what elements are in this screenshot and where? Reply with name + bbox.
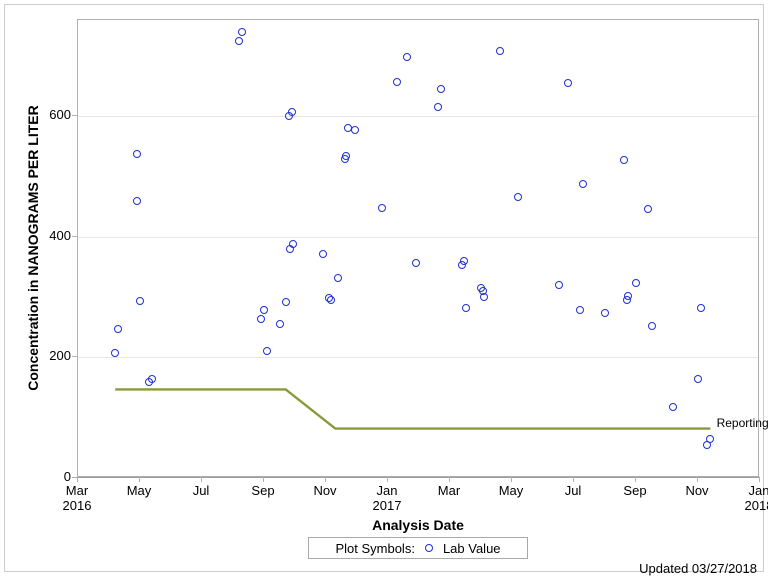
legend-title: Plot Symbols: <box>335 541 414 556</box>
plot-svg-overlay <box>78 20 760 478</box>
x-tick <box>449 477 450 482</box>
lab-value-marker <box>378 204 386 212</box>
lab-value-marker <box>136 297 144 305</box>
x-tick <box>325 477 326 482</box>
lab-value-marker <box>114 325 122 333</box>
chart-frame: Reporting Level Concentration in NANOGRA… <box>4 4 764 572</box>
lab-value-marker <box>434 103 442 111</box>
lab-value-marker <box>238 28 246 36</box>
lab-value-marker <box>514 193 522 201</box>
lab-value-marker <box>632 279 640 287</box>
lab-value-marker <box>327 296 335 304</box>
lab-value-marker <box>260 306 268 314</box>
y-tick-label: 200 <box>33 348 71 363</box>
x-tick-label: Sep <box>610 483 660 498</box>
lab-value-marker <box>576 306 584 314</box>
gridline <box>78 237 758 238</box>
lab-value-marker <box>133 197 141 205</box>
x-tick <box>77 477 78 482</box>
lab-value-marker <box>601 309 609 317</box>
y-tick <box>72 115 77 116</box>
lab-value-marker <box>648 322 656 330</box>
x-tick-label: Nov <box>300 483 350 498</box>
x-tick-label: May <box>114 483 164 498</box>
plot-area: Reporting Level <box>77 19 759 477</box>
y-tick-label: 600 <box>33 107 71 122</box>
x-tick <box>263 477 264 482</box>
lab-value-marker <box>403 53 411 61</box>
x-tick-label: Jan 2017 <box>362 483 412 513</box>
y-tick-label: 400 <box>33 228 71 243</box>
lab-value-marker <box>624 292 632 300</box>
lab-value-marker <box>694 375 702 383</box>
lab-value-marker <box>334 274 342 282</box>
legend: Plot Symbols: Lab Value <box>308 537 528 559</box>
x-tick <box>573 477 574 482</box>
x-tick <box>139 477 140 482</box>
lab-value-marker <box>351 126 359 134</box>
lab-value-marker <box>460 257 468 265</box>
x-tick <box>759 477 760 482</box>
x-tick <box>697 477 698 482</box>
lab-value-marker <box>289 240 297 248</box>
x-tick-label: Jul <box>176 483 226 498</box>
lab-value-marker <box>342 152 350 160</box>
lab-value-marker <box>412 259 420 267</box>
x-axis-title: Analysis Date <box>77 517 759 533</box>
lab-value-marker <box>555 281 563 289</box>
x-tick <box>387 477 388 482</box>
y-tick <box>72 236 77 237</box>
legend-marker-circle-icon <box>425 544 433 552</box>
x-tick-label: Mar 2016 <box>52 483 102 513</box>
reporting-level-line <box>115 389 710 428</box>
updated-footnote: Updated 03/27/2018 <box>639 561 757 576</box>
lab-value-marker <box>706 435 714 443</box>
x-tick-label: Jan 2018 <box>734 483 768 513</box>
x-tick-label: Jul <box>548 483 598 498</box>
lab-value-marker <box>480 293 488 301</box>
lab-value-marker <box>257 315 265 323</box>
x-tick <box>635 477 636 482</box>
y-tick <box>72 356 77 357</box>
x-tick-label: Mar <box>424 483 474 498</box>
lab-value-marker <box>579 180 587 188</box>
lab-value-marker <box>288 108 296 116</box>
lab-value-marker <box>644 205 652 213</box>
lab-value-marker <box>462 304 470 312</box>
x-tick <box>201 477 202 482</box>
lab-value-marker <box>319 250 327 258</box>
lab-value-marker <box>276 320 284 328</box>
lab-value-marker <box>111 349 119 357</box>
legend-item-label: Lab Value <box>443 541 501 556</box>
lab-value-marker <box>263 347 271 355</box>
lab-value-marker <box>148 375 156 383</box>
reporting-level-label: Reporting Level <box>717 416 768 430</box>
x-tick <box>511 477 512 482</box>
x-tick-label: Sep <box>238 483 288 498</box>
lab-value-marker <box>282 298 290 306</box>
lab-value-marker <box>437 85 445 93</box>
gridline <box>78 357 758 358</box>
lab-value-marker <box>564 79 572 87</box>
x-tick-label: May <box>486 483 536 498</box>
lab-value-marker <box>697 304 705 312</box>
lab-value-marker <box>133 150 141 158</box>
lab-value-marker <box>669 403 677 411</box>
y-tick-label: 0 <box>33 469 71 484</box>
x-tick-label: Nov <box>672 483 722 498</box>
lab-value-marker <box>620 156 628 164</box>
lab-value-marker <box>235 37 243 45</box>
gridline <box>78 116 758 117</box>
lab-value-marker <box>496 47 504 55</box>
lab-value-marker <box>393 78 401 86</box>
